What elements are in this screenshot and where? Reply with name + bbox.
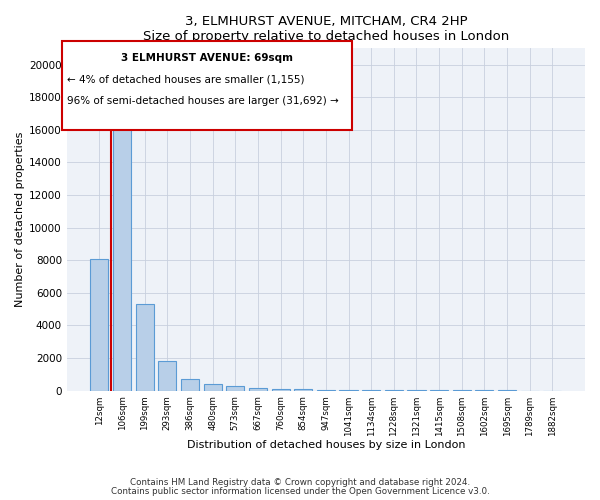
Bar <box>181 379 199 390</box>
Text: Contains HM Land Registry data © Crown copyright and database right 2024.: Contains HM Land Registry data © Crown c… <box>130 478 470 487</box>
Bar <box>272 388 290 390</box>
Bar <box>91 258 109 390</box>
Text: ← 4% of detached houses are smaller (1,155): ← 4% of detached houses are smaller (1,1… <box>67 74 304 84</box>
Bar <box>226 386 244 390</box>
Y-axis label: Number of detached properties: Number of detached properties <box>15 132 25 307</box>
Title: 3, ELMHURST AVENUE, MITCHAM, CR4 2HP
Size of property relative to detached house: 3, ELMHURST AVENUE, MITCHAM, CR4 2HP Siz… <box>143 15 509 43</box>
FancyBboxPatch shape <box>62 42 352 130</box>
Text: 96% of semi-detached houses are larger (31,692) →: 96% of semi-detached houses are larger (… <box>67 96 338 106</box>
Bar <box>136 304 154 390</box>
Bar <box>249 388 267 390</box>
Text: 3 ELMHURST AVENUE: 69sqm: 3 ELMHURST AVENUE: 69sqm <box>121 54 293 64</box>
Bar <box>158 362 176 390</box>
Bar <box>203 384 222 390</box>
Bar <box>113 122 131 390</box>
X-axis label: Distribution of detached houses by size in London: Distribution of detached houses by size … <box>187 440 465 450</box>
Text: Contains public sector information licensed under the Open Government Licence v3: Contains public sector information licen… <box>110 487 490 496</box>
